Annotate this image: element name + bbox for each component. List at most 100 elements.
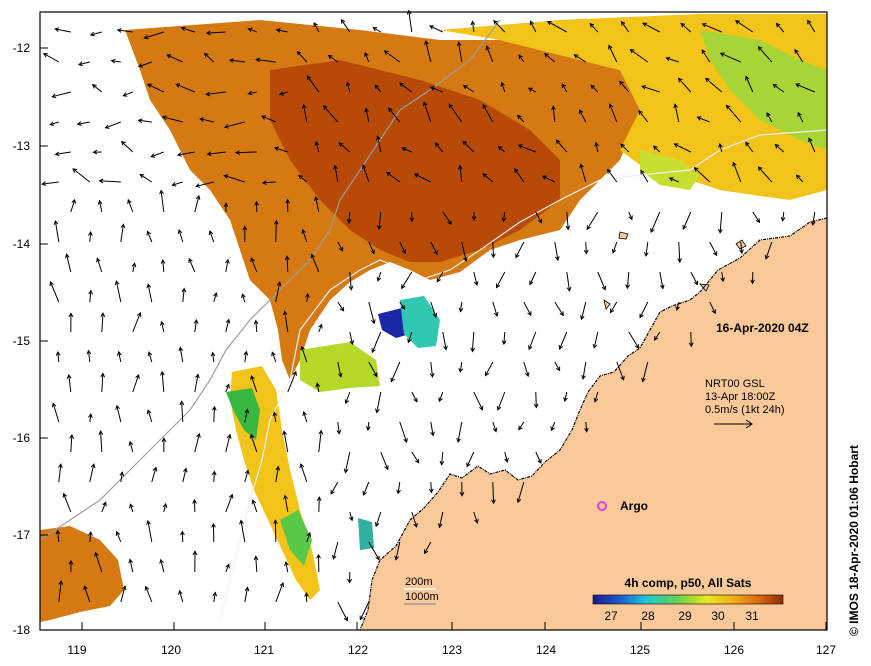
lon-tick-label: 127 bbox=[816, 643, 836, 657]
current-arrow bbox=[63, 493, 72, 513]
current-arrowhead bbox=[583, 249, 589, 255]
current-arrowhead bbox=[338, 246, 344, 252]
current-arrowhead bbox=[116, 28, 122, 33]
current-arrowhead bbox=[608, 44, 613, 50]
current-arrowhead bbox=[225, 563, 230, 569]
current-arrow bbox=[120, 472, 123, 483]
current-arrow bbox=[121, 141, 134, 153]
current-arrow bbox=[162, 116, 183, 123]
argo-label: Argo bbox=[620, 499, 648, 513]
current-arrow bbox=[345, 391, 351, 404]
current-arrowhead bbox=[429, 25, 435, 30]
current-arrow bbox=[554, 301, 564, 316]
current-arrowhead bbox=[146, 519, 151, 525]
current-scale-arrow bbox=[714, 419, 753, 429]
current-arrowhead bbox=[78, 61, 83, 67]
current-arrowhead bbox=[247, 90, 253, 96]
current-arrow bbox=[244, 409, 248, 423]
current-arrowhead bbox=[336, 429, 342, 435]
current-arrow bbox=[586, 211, 599, 230]
current-arrow bbox=[50, 121, 59, 126]
current-arrow bbox=[99, 200, 103, 213]
current-arrow bbox=[70, 434, 73, 453]
current-arrowhead bbox=[516, 498, 522, 504]
current-arrowhead bbox=[693, 280, 699, 286]
current-arrowhead bbox=[561, 83, 566, 89]
current-arrow bbox=[101, 313, 104, 333]
current-arrow bbox=[313, 22, 320, 33]
current-arrowhead bbox=[518, 54, 523, 60]
current-arrow bbox=[559, 331, 568, 350]
current-arrow bbox=[466, 451, 475, 467]
current-arrow bbox=[528, 87, 537, 93]
current-arrowhead bbox=[619, 80, 624, 86]
current-arrow bbox=[250, 375, 258, 393]
current-arrowhead bbox=[178, 589, 183, 595]
current-arrowhead bbox=[573, 54, 579, 59]
current-arrow bbox=[100, 431, 103, 453]
current-arrowhead bbox=[594, 141, 599, 147]
current-arrowhead bbox=[225, 318, 231, 324]
current-arrowhead bbox=[432, 313, 438, 319]
current-arrowhead bbox=[115, 530, 121, 536]
current-arrow bbox=[758, 166, 773, 183]
current-arrowhead bbox=[399, 82, 404, 88]
current-arrow bbox=[585, 421, 588, 432]
current-arrowhead bbox=[115, 404, 120, 410]
current-arrowhead bbox=[340, 18, 346, 24]
current-arrow bbox=[442, 211, 452, 225]
sst-green-east bbox=[640, 150, 700, 190]
current-arrowhead bbox=[241, 293, 246, 299]
sst-hot-core bbox=[270, 60, 560, 262]
current-arrowhead bbox=[592, 343, 598, 349]
current-arrowhead bbox=[528, 345, 533, 351]
current-arrow bbox=[139, 174, 153, 183]
current-arrowhead bbox=[306, 75, 312, 81]
current-arrowhead bbox=[719, 52, 725, 57]
current-arrow bbox=[745, 142, 754, 153]
current-arrow bbox=[529, 271, 537, 285]
current-arrow bbox=[271, 352, 277, 363]
current-arrow bbox=[407, 331, 413, 343]
current-arrow bbox=[363, 481, 370, 496]
current-arrowhead bbox=[51, 93, 57, 99]
current-arrow bbox=[147, 410, 153, 423]
current-arrowhead bbox=[284, 561, 289, 567]
current-arrow bbox=[368, 361, 378, 377]
current-arrowhead bbox=[271, 351, 276, 357]
current-arrowhead bbox=[808, 137, 813, 143]
current-arrowhead bbox=[199, 117, 205, 122]
current-arrowhead bbox=[514, 168, 519, 173]
lon-tick-label: 122 bbox=[348, 643, 368, 657]
current-arrowhead bbox=[65, 253, 70, 259]
current-arrowhead bbox=[538, 218, 543, 224]
current-arrow bbox=[639, 301, 649, 318]
current-arrowhead bbox=[253, 555, 259, 561]
current-arrowhead bbox=[139, 174, 145, 179]
current-arrowhead bbox=[766, 112, 771, 118]
current-arrow bbox=[194, 374, 199, 393]
current-arrowhead bbox=[373, 372, 378, 378]
current-arrow bbox=[411, 451, 420, 464]
isobath-1000-label: 1000m bbox=[405, 591, 439, 603]
current-arrowhead bbox=[249, 433, 255, 439]
current-arrowhead bbox=[226, 433, 232, 439]
lon-tick-label: 126 bbox=[724, 643, 744, 657]
current-arrowhead bbox=[466, 462, 471, 468]
current-arrowhead bbox=[718, 142, 723, 148]
current-arrow bbox=[244, 470, 249, 483]
current-arrowhead bbox=[119, 471, 125, 477]
current-arrow bbox=[621, 21, 630, 33]
current-arrow bbox=[147, 284, 153, 303]
current-arrowhead bbox=[638, 109, 643, 115]
land-mass bbox=[360, 218, 827, 630]
current-arrowhead bbox=[332, 554, 337, 560]
current-arrow bbox=[425, 40, 432, 63]
current-arrow bbox=[682, 211, 692, 230]
current-arrowhead bbox=[159, 558, 164, 564]
current-arrow bbox=[344, 451, 351, 473]
current-arrow bbox=[120, 224, 124, 243]
current-arrowhead bbox=[195, 373, 200, 379]
current-arrowhead bbox=[527, 311, 532, 317]
current-arrowhead bbox=[117, 350, 122, 356]
